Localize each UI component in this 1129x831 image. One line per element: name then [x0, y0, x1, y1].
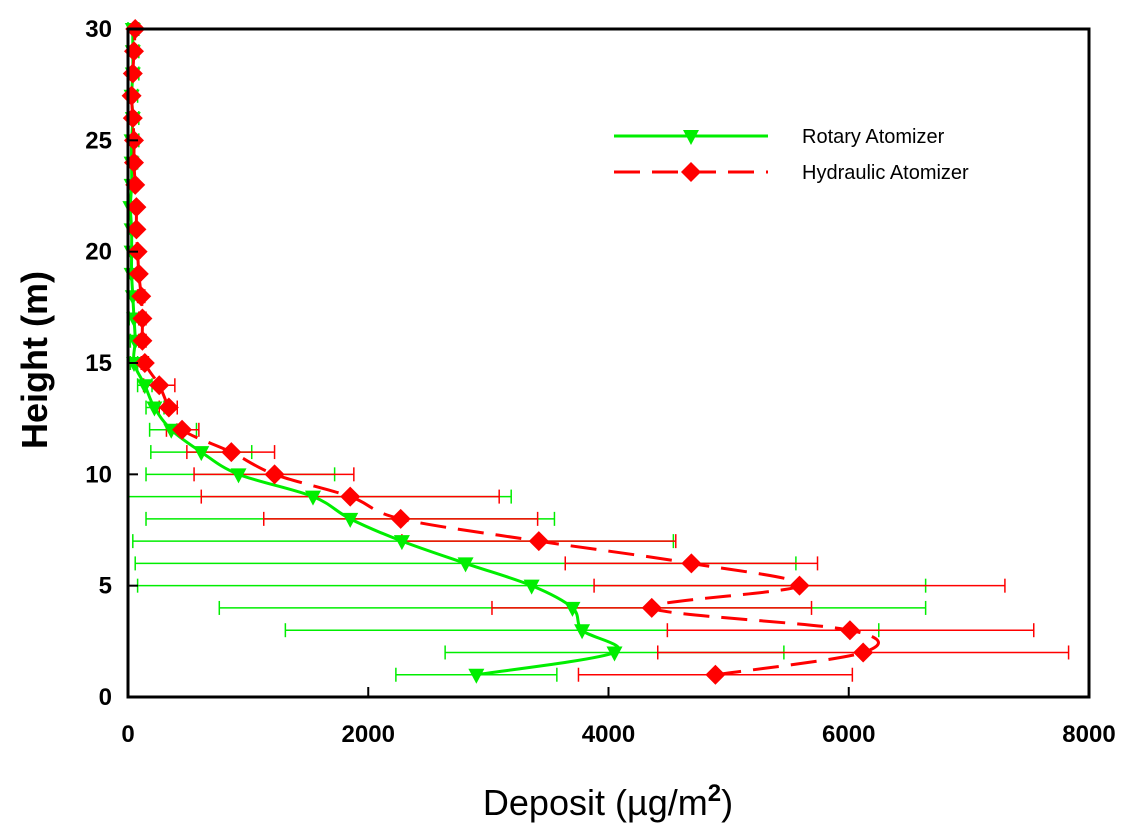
x-axis-title-main: Deposit (µg/m	[483, 782, 708, 823]
y-tick-label: 10	[85, 461, 112, 488]
y-tick-label: 0	[99, 684, 112, 711]
rotary-atomizer-marker	[564, 601, 581, 617]
hydraulic-atomizer-marker	[122, 108, 143, 129]
hydraulic-atomizer-marker	[221, 442, 242, 463]
rotary-atomizer-marker	[146, 401, 163, 417]
series-lines-layer	[128, 28, 880, 677]
rotary-atomizer-marker	[393, 535, 410, 551]
x-axis-title-suffix: )	[721, 782, 733, 823]
y-tick-label: 15	[85, 350, 112, 377]
axis-ticks-layer: 0 2000 4000 6000 8000 0 5 10 15 20 25 30	[85, 16, 1115, 748]
hydraulic-atomizer-marker	[641, 597, 662, 618]
markers-layer	[121, 19, 874, 685]
y-tick-label: 25	[85, 127, 112, 154]
y-tick-label: 5	[99, 573, 112, 600]
hydraulic-atomizer-marker	[340, 486, 361, 507]
hydraulic-atomizer-marker	[528, 531, 549, 552]
hydraulic-atomizer-marker	[789, 575, 810, 596]
hydraulic-atomizer-marker	[132, 308, 153, 329]
hydraulic-atomizer-marker	[149, 375, 170, 396]
hydraulic-atomizer-marker	[264, 464, 285, 485]
hydraulic-atomizer-marker	[122, 63, 143, 84]
legend-marker-rotary-atomizer	[683, 130, 699, 145]
rotary-atomizer-line	[128, 29, 620, 677]
rotary-atomizer-marker	[230, 468, 247, 484]
rotary-atomizer-marker	[468, 668, 485, 684]
rotary-atomizer-marker	[574, 624, 591, 640]
hydraulic-atomizer-marker	[126, 219, 147, 240]
rotary-atomizer-marker	[136, 379, 153, 395]
x-axis-title: Deposit (µg/m2)	[483, 780, 733, 823]
hydraulic-atomizer-marker	[705, 664, 726, 685]
x-axis-title-superscript: 2	[708, 780, 721, 807]
x-tick-label: 4000	[582, 721, 635, 748]
hydraulic-atomizer-marker	[121, 85, 142, 106]
plot-area-frame	[126, 27, 1091, 699]
hydraulic-atomizer-marker	[132, 330, 153, 351]
x-tick-label: 8000	[1062, 721, 1115, 748]
error-bars-layer	[127, 22, 1070, 682]
hydraulic-atomizer-line	[130, 28, 880, 677]
legend-marker-hydraulic-atomizer	[681, 162, 701, 182]
rotary-atomizer-marker	[523, 579, 540, 595]
hydraulic-atomizer-marker	[681, 553, 702, 574]
hydraulic-atomizer-marker	[131, 286, 152, 307]
x-tick-label: 0	[121, 721, 134, 748]
hydraulic-atomizer-marker	[126, 197, 147, 218]
legend-label-hydraulic-atomizer: Hydraulic Atomizer	[802, 162, 969, 184]
hydraulic-atomizer-marker	[128, 263, 149, 284]
rotary-atomizer-marker	[342, 512, 359, 528]
rotary-atomizer-marker	[606, 646, 623, 662]
rotary-atomizer-marker	[304, 490, 321, 506]
hydraulic-atomizer-marker	[390, 508, 411, 529]
x-tick-label: 2000	[342, 721, 395, 748]
hydraulic-atomizer-marker	[158, 397, 179, 418]
x-tick-label: 6000	[822, 721, 875, 748]
hydraulic-atomizer-marker	[839, 620, 860, 641]
hydraulic-atomizer-marker	[853, 642, 874, 663]
y-axis-title: Height (m)	[14, 271, 55, 449]
hydraulic-atomizer-marker	[172, 419, 193, 440]
hydraulic-atomizer-marker	[134, 353, 155, 373]
legend: Rotary Atomizer Hydraulic Atomizer	[614, 126, 969, 184]
hydraulic-atomizer-marker	[125, 174, 146, 195]
y-tick-label: 30	[85, 16, 112, 43]
rotary-atomizer-marker	[193, 446, 210, 462]
rotary-atomizer-marker	[457, 557, 474, 573]
y-tick-label: 20	[85, 239, 112, 266]
legend-label-rotary-atomizer: Rotary Atomizer	[802, 126, 945, 148]
